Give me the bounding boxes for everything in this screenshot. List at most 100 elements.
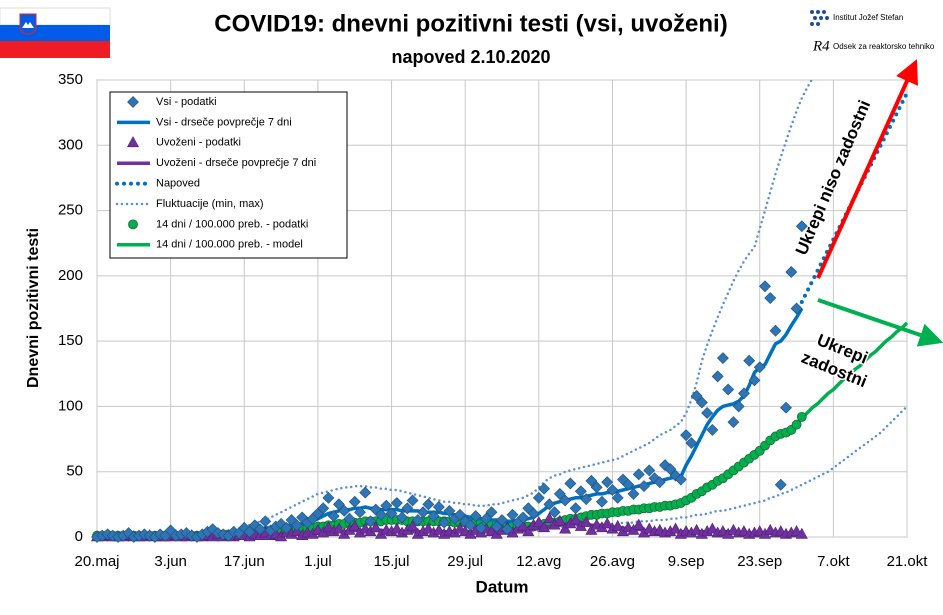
data-point [780,401,792,414]
data-point [695,396,708,409]
y-tick-label: 0 [75,528,83,545]
data-point [522,525,535,537]
data-point [375,508,387,521]
data-point [664,463,677,476]
data-point [795,527,808,539]
data-point [422,498,435,511]
data-point [548,506,561,519]
data-point [738,387,750,400]
data-point [343,512,356,525]
data-point [338,504,351,517]
series [90,80,909,543]
data-point [485,506,498,519]
y-tick-label: 300 [58,136,83,153]
x-tick-label: 7.okt [817,553,850,570]
data-point [327,510,340,523]
data-point [795,220,808,233]
y-tick-label: 100 [58,397,83,414]
y-tick-label: 200 [58,267,83,284]
flag [0,7,111,58]
data-point [280,521,293,534]
data-point [438,516,451,529]
data-point [559,494,572,507]
data-point [290,519,303,532]
data-point [243,525,256,538]
data-point [480,512,493,525]
legend-label: Uvoženi - drseče povprečje 7 dni [156,157,316,169]
data-point [643,464,656,477]
data-point [506,508,519,521]
legend-marker [128,219,138,230]
data-point [622,478,635,491]
data-point [774,478,787,491]
data-point [333,498,345,511]
legend-label: 14 dni / 100.000 preb. - model [156,239,303,251]
chart-title: COVID19: dnevni pozitivni testi (vsi, uv… [214,10,727,37]
data-point [464,519,477,532]
data-point [748,374,761,387]
data-point [791,419,802,430]
data-point [674,473,687,486]
data-point [680,429,693,442]
data-point [359,486,372,499]
x-tick-label: 9.sep [668,553,705,570]
y-tick-label: 250 [58,202,83,219]
x-tick-label: 29.jul [447,553,483,570]
data-point [496,514,508,526]
data-point [727,416,740,429]
data-point [432,501,445,513]
arrow [817,298,943,347]
data-point [601,476,614,489]
data-point [527,507,540,520]
data-point [627,487,640,500]
legend-label: 14 dni / 100.000 preb. - podatki [156,218,308,230]
data-point [364,515,377,528]
legend-label: Vsi - podatki [156,96,217,108]
data-point [743,354,756,367]
data-point [611,491,624,504]
data-point [638,480,650,493]
data-point [390,497,403,509]
data-point [580,493,593,506]
logo-text: Odsek za reaktorsko tehniko [833,42,935,51]
data-point [601,517,614,529]
data-point [669,522,682,534]
data-point [490,520,503,533]
data-point [590,481,603,494]
legend-label: Uvoženi - podatki [156,137,241,149]
logo-text: Institut Jožef Stefan [833,13,903,22]
data-point [406,494,419,507]
data-point [759,280,771,293]
data-point [322,491,335,504]
data-point [532,516,545,527]
data-point [254,523,266,536]
data-point [443,504,456,517]
data-point [354,506,366,519]
data-point [517,511,529,524]
data-point [716,352,729,365]
svg-text:R4: R4 [812,38,830,54]
data-point [632,518,645,530]
x-tick-label: 3.jun [154,553,187,570]
data-point [796,411,807,422]
data-point [390,522,403,534]
data-point [501,523,514,536]
data-point [553,487,566,500]
data-point [543,512,556,524]
legend-marker [127,96,139,108]
data-point [369,521,382,533]
y-axis-label: Dnevni pozitivni testi [25,228,42,388]
data-point [406,519,419,531]
data-point [564,477,577,490]
data-point [585,474,598,487]
data-point [790,302,803,315]
y-tick-label: 50 [66,463,83,480]
legend: Vsi - podatki Vsi - drseče povprečje 7 dn… [109,91,348,259]
data-point [401,502,414,515]
data-point [259,515,272,528]
data-point [317,502,330,515]
data-point [417,506,430,519]
fluctuation-max [243,80,813,528]
data-point [701,407,714,419]
